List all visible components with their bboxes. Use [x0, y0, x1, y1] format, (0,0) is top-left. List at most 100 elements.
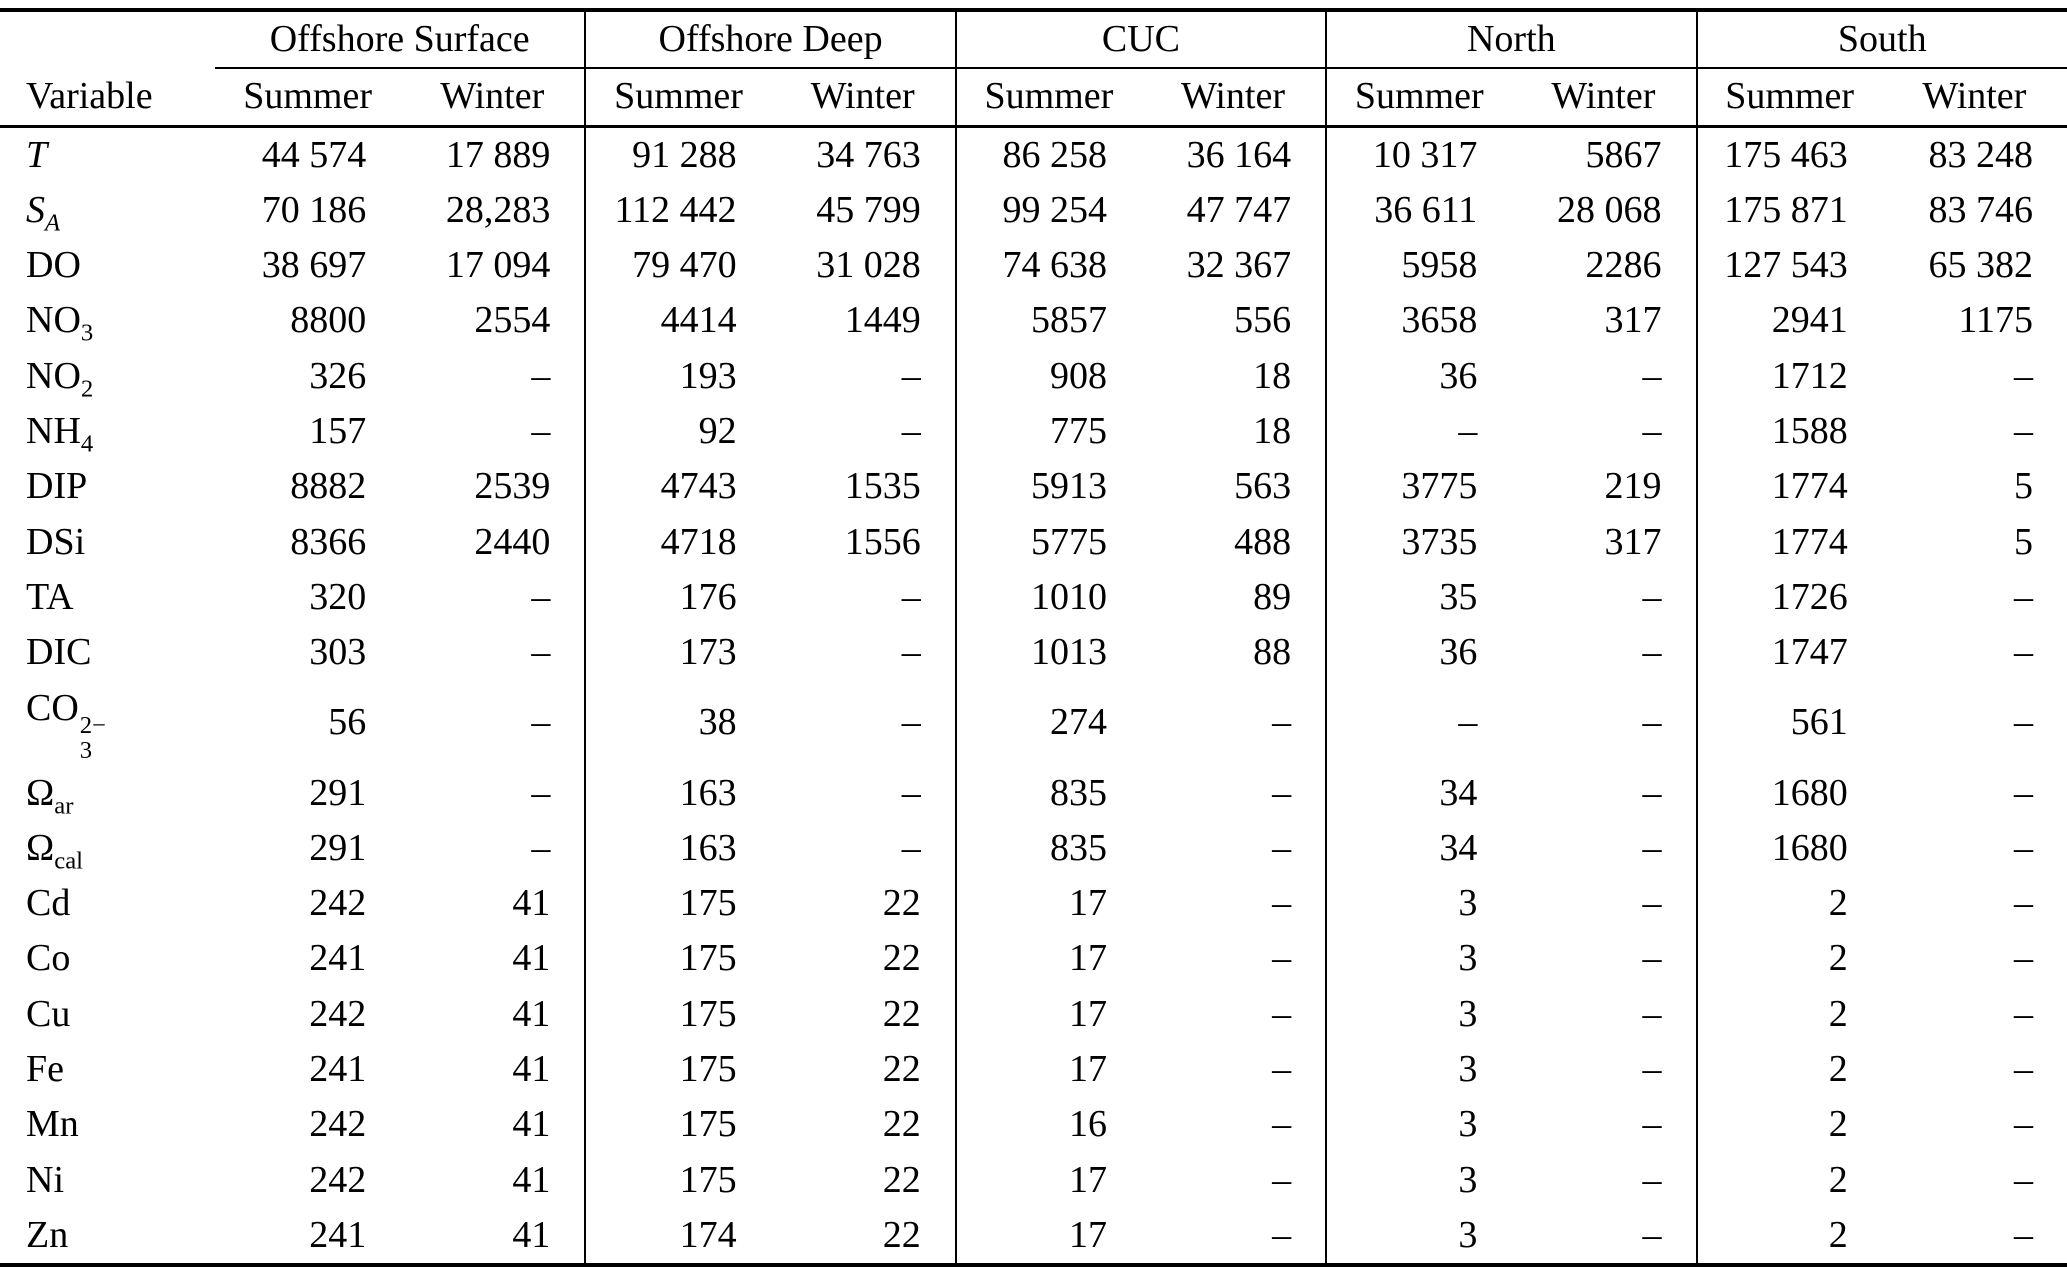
value-cell: – [1882, 766, 2067, 821]
value-cell: – [1511, 876, 1696, 931]
value-cell: 175 [585, 1153, 770, 1208]
value-cell: 28,283 [400, 183, 585, 238]
value-cell: 563 [1141, 459, 1326, 514]
value-cell: 157 [215, 404, 400, 459]
value-cell: 173 [585, 625, 770, 680]
season-header-summer: Summer [215, 68, 400, 126]
value-cell: 89 [1141, 570, 1326, 625]
value-cell: 65 382 [1882, 238, 2067, 293]
value-cell: 176 [585, 570, 770, 625]
value-cell: 41 [400, 1208, 585, 1265]
value-cell: – [1511, 987, 1696, 1042]
value-cell: – [400, 681, 585, 766]
value-cell: 99 254 [956, 183, 1141, 238]
value-cell: 1680 [1697, 766, 1882, 821]
value-cell: – [771, 821, 956, 876]
value-cell: 2 [1697, 987, 1882, 1042]
value-cell: 32 367 [1141, 238, 1326, 293]
value-cell: 83 746 [1882, 183, 2067, 238]
season-header-summer: Summer [1697, 68, 1882, 126]
value-cell: 175 [585, 931, 770, 986]
value-cell: 38 697 [215, 238, 400, 293]
value-cell: 175 463 [1697, 126, 1882, 183]
value-cell: 1680 [1697, 821, 1882, 876]
value-cell: 17 [956, 987, 1141, 1042]
value-cell: 775 [956, 404, 1141, 459]
value-cell: 2 [1697, 876, 1882, 931]
value-cell: 242 [215, 1097, 400, 1152]
value-cell: – [1141, 681, 1326, 766]
value-cell: 4414 [585, 293, 770, 348]
variable-label: Ωcal [0, 821, 215, 876]
variable-label: TA [0, 570, 215, 625]
season-header-winter: Winter [771, 68, 956, 126]
value-cell: 2539 [400, 459, 585, 514]
group-header-cuc: CUC [956, 10, 1326, 68]
value-cell: – [1141, 931, 1326, 986]
value-cell: 88 [1141, 625, 1326, 680]
value-cell: 5958 [1326, 238, 1511, 293]
value-cell: – [1511, 766, 1696, 821]
value-cell: 74 638 [956, 238, 1141, 293]
value-cell: 3 [1326, 876, 1511, 931]
value-cell: – [1882, 570, 2067, 625]
value-cell: 291 [215, 766, 400, 821]
value-cell: 561 [1697, 681, 1882, 766]
value-cell: 44 574 [215, 126, 400, 183]
value-cell: 34 [1326, 821, 1511, 876]
corner-cell [0, 10, 215, 68]
value-cell: 35 [1326, 570, 1511, 625]
value-cell: – [1882, 681, 2067, 766]
value-cell: – [1882, 821, 2067, 876]
variable-label: SA [0, 183, 215, 238]
value-cell: 1535 [771, 459, 956, 514]
variable-label: Zn [0, 1208, 215, 1265]
value-cell: 1175 [1882, 293, 2067, 348]
value-cell: 242 [215, 987, 400, 1042]
group-header-offshore-deep: Offshore Deep [585, 10, 955, 68]
value-cell: 17 [956, 876, 1141, 931]
group-header-north: North [1326, 10, 1696, 68]
value-cell: 5775 [956, 515, 1141, 570]
value-cell: – [1141, 987, 1326, 1042]
value-cell: 3 [1326, 987, 1511, 1042]
value-cell: 241 [215, 931, 400, 986]
variable-label: Ni [0, 1153, 215, 1208]
variable-column-header: Variable [0, 68, 215, 126]
value-cell: 242 [215, 876, 400, 931]
value-cell: 303 [215, 625, 400, 680]
value-cell: – [1882, 876, 2067, 931]
value-cell: 38 [585, 681, 770, 766]
group-header-offshore-surface: Offshore Surface [215, 10, 585, 68]
value-cell: 291 [215, 821, 400, 876]
value-cell: 22 [771, 1042, 956, 1097]
value-cell: 5857 [956, 293, 1141, 348]
value-cell: 17 094 [400, 238, 585, 293]
value-cell: 3 [1326, 1208, 1511, 1265]
value-cell: 47 747 [1141, 183, 1326, 238]
value-cell: – [1511, 1208, 1696, 1265]
value-cell: 112 442 [585, 183, 770, 238]
value-cell: 175 [585, 1097, 770, 1152]
variable-label: T [0, 126, 215, 183]
value-cell: 5 [1882, 459, 2067, 514]
season-header-winter: Winter [1141, 68, 1326, 126]
value-cell: – [400, 570, 585, 625]
value-cell: 320 [215, 570, 400, 625]
value-cell: – [400, 766, 585, 821]
value-cell: 36 [1326, 349, 1511, 404]
value-cell: – [1511, 1097, 1696, 1152]
value-cell: 17 [956, 1153, 1141, 1208]
season-header-summer: Summer [585, 68, 770, 126]
value-cell: 41 [400, 931, 585, 986]
observations-count-table: Offshore Surface Offshore Deep CUC North… [0, 8, 2067, 1267]
value-cell: – [771, 404, 956, 459]
season-header-winter: Winter [400, 68, 585, 126]
